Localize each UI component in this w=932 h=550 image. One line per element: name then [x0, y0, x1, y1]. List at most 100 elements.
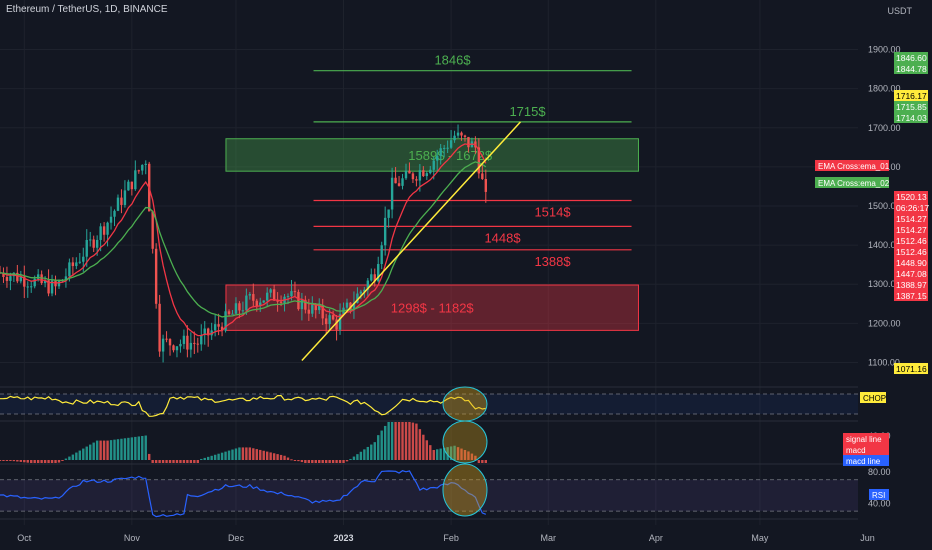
candle-body — [189, 342, 193, 350]
candle-body — [259, 302, 262, 306]
candle-body — [335, 319, 338, 330]
macd-bar — [286, 457, 290, 460]
level-label: 1448$ — [484, 230, 521, 245]
price-badge-label: 1846.60 — [896, 53, 927, 63]
candle-body — [328, 315, 331, 325]
macd-bar — [397, 422, 401, 460]
candle-body — [203, 328, 206, 335]
candle-body — [238, 303, 241, 311]
candle-body — [234, 303, 238, 314]
macd-bar — [40, 460, 43, 463]
level-label: 1514$ — [534, 205, 571, 220]
price-badge — [894, 290, 928, 301]
candle-body — [116, 197, 120, 211]
candle-body — [231, 313, 234, 315]
candle-body — [106, 222, 109, 235]
macd-bar — [415, 423, 418, 460]
macd-bar — [175, 460, 179, 463]
macd-bar — [50, 460, 54, 463]
candle-body — [425, 173, 429, 177]
price-zones: 1589$ - 1672$ 1298$ - 1182$ — [225, 138, 639, 331]
y-tick-label: 1500.00 — [868, 201, 901, 211]
macd-bar — [234, 448, 238, 460]
currency-label: USDT — [887, 6, 913, 16]
macd-bar — [43, 460, 47, 463]
macd-bar — [179, 460, 182, 463]
macd-bar — [245, 447, 248, 460]
indicator-badge — [860, 392, 886, 403]
symbol-title: Ethereum / TetherUS, 1D, BINANCE — [6, 4, 168, 15]
candle-body — [158, 303, 161, 352]
candle-body — [179, 343, 182, 347]
candle-body — [36, 274, 40, 279]
indicator-badge — [843, 455, 889, 466]
candle-body — [130, 181, 134, 190]
candle-body — [47, 280, 50, 294]
ema-badge — [815, 177, 889, 188]
zone-label: 1298$ - 1182$ — [391, 301, 475, 316]
macd-bar — [134, 436, 137, 460]
price-badge — [894, 224, 928, 235]
macd-bar — [186, 460, 189, 463]
candle-body — [318, 305, 321, 311]
candle-body — [300, 299, 304, 310]
macd-bar — [449, 446, 453, 460]
macd-bar — [477, 460, 481, 463]
macd-bar — [453, 445, 456, 460]
candle-body — [432, 160, 435, 170]
y-tick-label: 1700.00 — [868, 123, 901, 133]
candle-body — [463, 135, 467, 137]
macd-bar — [290, 459, 293, 461]
macd-bar — [259, 449, 262, 460]
macd-bar — [439, 448, 442, 460]
ema-lines — [0, 143, 487, 337]
y-tick-label: 1100.00 — [868, 357, 900, 367]
macd-bar — [238, 447, 241, 460]
candle-body — [307, 309, 311, 314]
candle-body — [265, 292, 269, 301]
candle-body — [286, 296, 290, 298]
candle-body — [196, 343, 199, 345]
macd-bar — [33, 460, 36, 463]
trendline — [301, 121, 522, 361]
candle-body — [5, 276, 9, 281]
candle-body — [186, 335, 189, 350]
candle-body — [439, 148, 442, 156]
price-badge-label: 1448.90 — [896, 258, 927, 268]
macd-bar — [446, 447, 449, 460]
price-badge — [894, 90, 928, 101]
macd-bar — [425, 440, 429, 460]
candle-body — [429, 169, 432, 174]
candle-body — [64, 276, 68, 281]
candle-body — [356, 293, 359, 303]
price-badge-label: 1071.16 — [896, 364, 927, 374]
macd-bar — [359, 451, 363, 460]
y-tick-label: 80.00 — [868, 467, 891, 477]
macd-bar — [16, 460, 19, 462]
macd-bar — [2, 460, 5, 461]
macd-bar — [0, 460, 2, 461]
macd-bar — [404, 422, 408, 460]
macd-bar — [422, 434, 425, 460]
macd-bar — [85, 446, 88, 460]
candle-body — [123, 190, 127, 205]
price-badge-label: 1520.13 — [896, 192, 927, 202]
price-badge — [894, 63, 928, 74]
macd-bar — [436, 449, 439, 460]
macd-bar — [380, 430, 383, 460]
ema-badge-label: EMA Cross:ema_01 — [818, 162, 890, 171]
y-tick-label: 1300.00 — [868, 279, 901, 289]
macd-bar — [78, 450, 82, 460]
macd-bar — [193, 460, 196, 463]
macd-bar — [352, 456, 356, 460]
macd-bar — [394, 422, 397, 460]
price-badge-label: 1714.03 — [896, 113, 927, 123]
macd-bar — [349, 458, 352, 460]
candle-body — [220, 326, 224, 331]
candle-body — [213, 324, 217, 331]
candle-body — [217, 324, 220, 327]
macd-bar — [383, 425, 387, 460]
candle-body — [245, 295, 248, 311]
candle-body — [75, 262, 78, 267]
